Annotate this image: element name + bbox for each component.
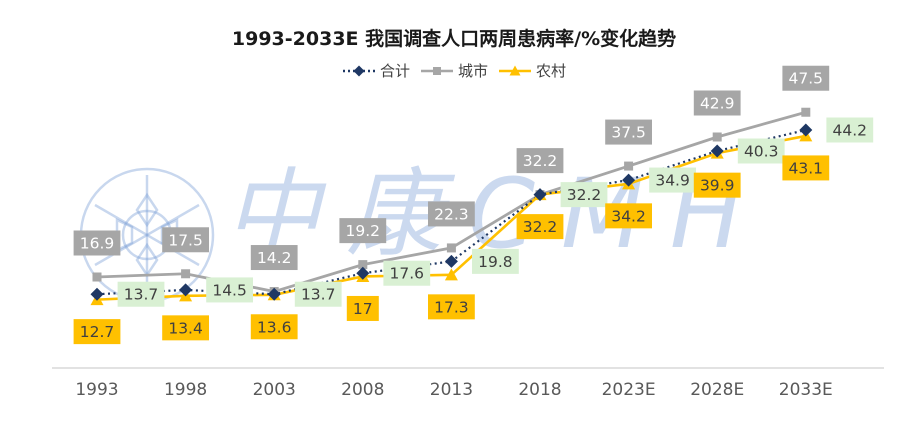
urban-marker <box>92 272 102 282</box>
rural-data-label-bg <box>605 203 652 229</box>
rural-data-label-bg <box>162 315 209 341</box>
urban-data-label-bg <box>693 90 741 116</box>
total-data-label: 17.6 <box>390 265 425 283</box>
urban-marker <box>446 243 456 253</box>
urban-data-label: 19.2 <box>346 222 381 240</box>
rural-data-label: 12.7 <box>80 323 115 341</box>
total-data-label: 14.5 <box>212 281 247 299</box>
urban-data-label: 37.5 <box>611 124 646 142</box>
rural-data-label-bg <box>782 155 830 181</box>
x-axis-label: 1993 <box>75 380 118 400</box>
x-axis-label: 2028E <box>690 380 744 400</box>
total-marker <box>179 283 193 297</box>
total-data-label: 32.2 <box>567 186 602 204</box>
total-data-label-bg <box>117 281 165 307</box>
urban-marker <box>801 107 811 117</box>
x-axis-label: 1998 <box>164 380 207 400</box>
total-marker <box>710 144 724 158</box>
urban-data-label-bg <box>73 230 121 256</box>
legend-item-rural: 农村 <box>498 60 566 81</box>
urban-data-label-bg <box>428 201 475 227</box>
rural-data-label: 43.1 <box>789 159 824 177</box>
rural-data-label: 39.9 <box>700 177 735 195</box>
x-axis-label: 2018 <box>518 380 561 400</box>
total-data-label: 40.3 <box>744 143 779 161</box>
total-data-label-bg <box>560 182 608 208</box>
total-data-label-bg <box>826 117 874 143</box>
chart-title: 1993-2033E 我国调查人口两周患病率/%变化趋势 <box>231 28 677 50</box>
x-axis-label: 2003 <box>253 380 296 400</box>
urban-data-label-bg <box>250 245 298 271</box>
legend-item-label: 合计 <box>379 62 410 80</box>
urban-data-label: 22.3 <box>434 205 469 223</box>
total-marker <box>533 188 547 202</box>
x-axis-label: 2033E <box>779 380 833 400</box>
urban-data-label-bg <box>339 218 387 244</box>
rural-data-label-bg <box>73 319 121 345</box>
total-marker <box>799 123 813 137</box>
urban-data-label-bg <box>162 227 209 253</box>
rural-data-label: 17.3 <box>434 298 469 316</box>
urban-data-label: 47.5 <box>789 70 824 88</box>
rural-marker <box>444 268 458 281</box>
rural-data-label: 17 <box>353 300 373 318</box>
total-marker <box>444 254 458 268</box>
total-data-label-bg <box>472 248 519 274</box>
rural-data-label: 13.4 <box>168 319 203 337</box>
urban-data-label: 17.5 <box>168 231 203 249</box>
rural-data-label-bg <box>516 214 564 240</box>
urban-data-label-bg <box>605 119 652 145</box>
legend-item-label: 城市 <box>457 62 488 80</box>
rural-legend-swatch-icon <box>499 65 531 75</box>
urban-legend-swatch-icon <box>420 66 453 75</box>
urban-marker <box>624 161 634 171</box>
total-data-label: 44.2 <box>833 122 868 140</box>
legend-item-urban: 城市 <box>420 60 488 81</box>
total-data-label-bg <box>206 277 253 303</box>
total-legend-swatch-icon <box>342 65 375 76</box>
total-marker <box>356 266 370 280</box>
x-axis-label: 2023E <box>602 380 656 400</box>
rural-data-label-bg <box>428 294 475 320</box>
total-marker <box>90 287 104 301</box>
legend-item-label: 农村 <box>536 62 567 80</box>
total-data-label: 19.8 <box>478 253 513 271</box>
rural-data-label-bg <box>346 295 379 321</box>
total-data-label: 13.7 <box>124 286 159 304</box>
total-legend-marker <box>353 65 365 76</box>
urban-data-label-bg <box>516 148 564 174</box>
total-data-label-bg <box>383 260 431 286</box>
x-axis-label: 2013 <box>430 380 473 400</box>
chart-legend: 合计 城市 农村 <box>0 60 908 81</box>
urban-legend-marker <box>432 66 441 75</box>
rural-data-label: 34.2 <box>611 207 646 225</box>
urban-marker <box>712 132 722 142</box>
total-data-label: 13.7 <box>301 286 336 304</box>
urban-data-label: 32.2 <box>523 152 558 170</box>
total-data-label: 34.9 <box>655 172 690 190</box>
rural-legend-marker <box>509 65 521 75</box>
total-marker <box>622 173 636 187</box>
x-axis-label: 2008 <box>341 380 384 400</box>
urban-marker <box>358 260 368 270</box>
urban-data-label: 16.9 <box>80 235 115 253</box>
urban-data-label: 42.9 <box>700 95 735 113</box>
legend-item-total: 合计 <box>342 60 410 81</box>
rural-data-label: 32.2 <box>523 218 558 236</box>
urban-marker <box>181 269 191 279</box>
total-data-label-bg <box>737 138 785 164</box>
total-data-label-bg <box>294 281 342 307</box>
total-data-label-bg <box>649 167 696 193</box>
rural-data-label-bg <box>693 172 741 198</box>
urban-data-label-bg <box>782 65 830 91</box>
rural-data-label: 13.6 <box>257 318 292 336</box>
total-marker <box>267 287 281 301</box>
urban-data-label: 14.2 <box>257 249 292 267</box>
rural-data-label-bg <box>250 314 298 340</box>
